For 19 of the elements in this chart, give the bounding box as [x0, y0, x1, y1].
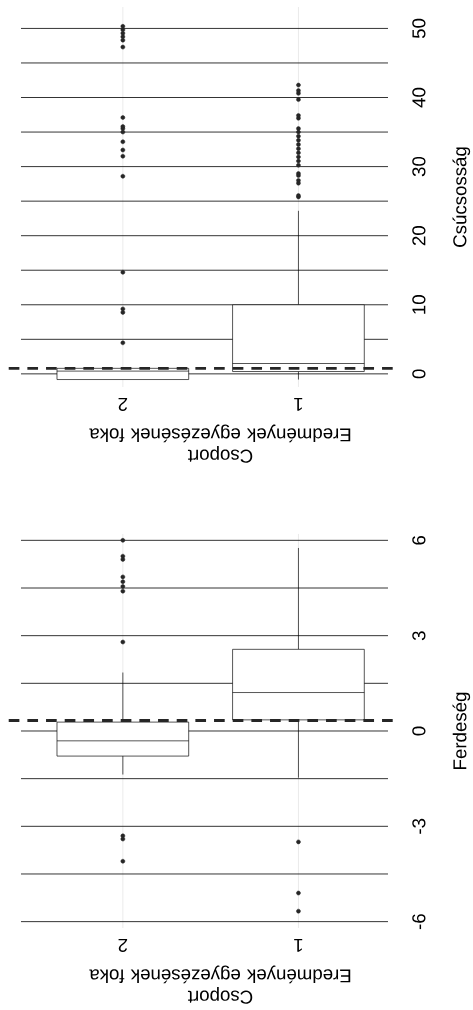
x-tick-label: 1 — [294, 938, 303, 952]
x-tick-label: 2 — [118, 397, 128, 411]
y-tick-label: 50 — [412, 18, 426, 39]
y-tick-label: -3 — [412, 818, 426, 834]
y-tick-label: 6 — [412, 535, 426, 545]
y-tick-label: -6 — [412, 914, 426, 930]
x-tick-label: 2 — [118, 938, 128, 952]
y-tick-label: 30 — [412, 156, 426, 177]
y-axis-title: Csúcsosság — [452, 147, 471, 247]
y-tick-label: 0 — [412, 369, 426, 379]
y-axis-title: Ferdeség — [452, 692, 471, 769]
y-tick-label: 10 — [412, 295, 426, 314]
y-tick-label: 20 — [412, 226, 426, 246]
y-tick-label: 40 — [412, 87, 426, 108]
x-axis-title: Csoport Eredmények egyezésének foka — [89, 424, 351, 463]
x-axis-title: Csoport Eredmények egyezésének foka — [89, 965, 351, 1004]
y-tick-label: 0 — [412, 726, 426, 736]
x-tick-label: 1 — [294, 397, 303, 411]
y-tick-label: 3 — [412, 631, 426, 641]
